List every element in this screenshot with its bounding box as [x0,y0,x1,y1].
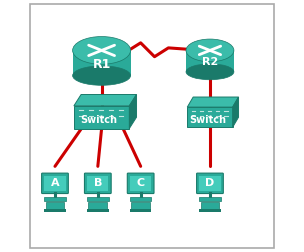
Text: R2: R2 [202,57,218,67]
Bar [44,197,66,201]
FancyBboxPatch shape [197,173,223,194]
Bar [44,209,66,212]
Bar [87,176,109,191]
Bar [87,209,109,212]
Text: Switch: Switch [80,115,117,125]
FancyBboxPatch shape [85,173,111,194]
Bar [199,197,221,201]
Bar [74,106,129,129]
Bar [130,176,151,191]
Polygon shape [129,94,136,129]
FancyBboxPatch shape [42,173,68,194]
Ellipse shape [186,39,234,62]
Text: A: A [51,178,59,188]
Bar [44,176,66,191]
Bar [46,202,64,209]
Bar [199,209,221,212]
Text: C: C [136,178,145,188]
Text: D: D [205,178,215,188]
Polygon shape [187,97,239,107]
Polygon shape [74,94,136,106]
Bar [187,107,233,127]
Text: B: B [94,178,102,188]
Text: R1: R1 [92,58,111,71]
Ellipse shape [73,37,131,64]
Polygon shape [233,97,239,127]
Bar [130,197,151,201]
Bar [88,202,107,209]
Ellipse shape [186,64,234,80]
Ellipse shape [73,66,131,85]
FancyBboxPatch shape [127,173,154,194]
Bar [186,50,234,72]
Text: Switch: Switch [189,115,226,124]
Bar [130,209,151,212]
Bar [87,197,109,201]
Bar [131,202,150,209]
Bar [201,202,219,209]
Bar [73,50,131,76]
Bar [199,176,220,191]
